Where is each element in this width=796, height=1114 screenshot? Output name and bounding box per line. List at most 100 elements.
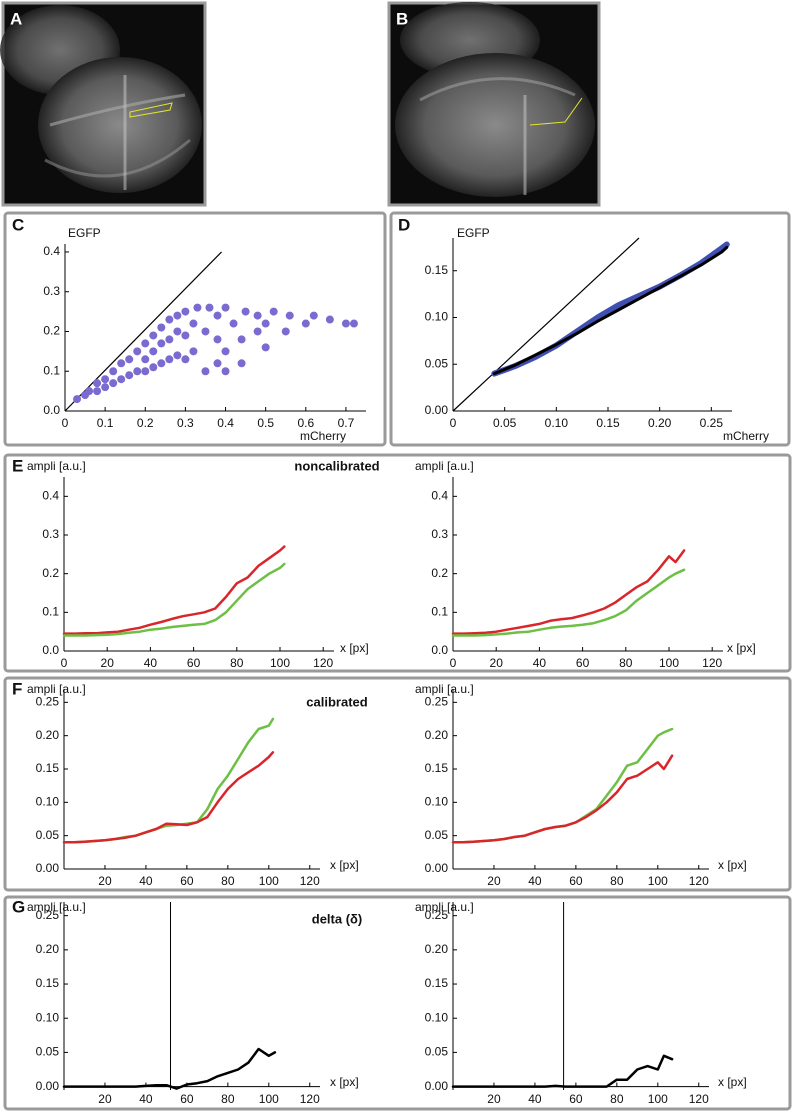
point (101, 383, 110, 392)
point (261, 319, 270, 328)
x-tick-label: 0.2 (137, 416, 154, 430)
reference-line (64, 251, 222, 412)
point (73, 395, 82, 404)
y-axis-label: ampli [a.u.] (415, 900, 474, 914)
x-tick-label: 80 (221, 1092, 235, 1106)
x-tick-label: 120 (313, 656, 333, 670)
point (253, 327, 262, 336)
x-tick-label: 100 (259, 874, 279, 888)
panel-frame (3, 895, 792, 1111)
panel-label: A (10, 9, 22, 28)
y-tick-label: 0.25 (425, 695, 449, 709)
x-tick-label: 0.3 (177, 416, 194, 430)
y-tick-label: 0.10 (425, 795, 449, 809)
point (189, 319, 198, 328)
y-tick-label: 0.0 (43, 403, 60, 417)
y-tick-label: 0.00 (425, 1079, 449, 1093)
y-tick-label: 0.10 (425, 1010, 449, 1024)
y-tick-label: 0.0 (431, 643, 448, 657)
point (149, 363, 158, 372)
x-tick-label: 0.15 (596, 416, 620, 430)
y-axis-label: ampli [a.u.] (415, 459, 474, 473)
y-tick-label: 0.3 (42, 527, 59, 541)
x-tick-label: 120 (702, 656, 722, 670)
x-tick-label: 100 (648, 1092, 668, 1106)
series-line (62, 1047, 277, 1090)
point (141, 367, 150, 376)
panel-frame (3, 676, 792, 892)
y-tick-label: 0.3 (43, 284, 60, 298)
point (117, 359, 126, 368)
point (141, 339, 150, 348)
y-tick-label: 0.05 (425, 356, 449, 370)
x-tick-label: 120 (689, 1092, 709, 1106)
y-tick-label: 0.00 (425, 403, 449, 417)
point (193, 303, 202, 312)
x-tick-label: 0.4 (217, 416, 234, 430)
point (229, 319, 238, 328)
point (173, 351, 182, 360)
y-tick-label: 0.25 (36, 695, 60, 709)
x-tick-label: 0.5 (257, 416, 274, 430)
point (253, 311, 262, 320)
x-tick-label: 120 (300, 1092, 320, 1106)
image-a: A (0, 1, 207, 207)
chart-title: calibrated (306, 694, 367, 709)
point (157, 359, 166, 368)
x-tick-label: 40 (533, 656, 547, 670)
x-tick-label: 60 (180, 874, 194, 888)
series-line (62, 751, 275, 844)
x-tick-label: 20 (98, 874, 112, 888)
x-tick-label: 0 (450, 656, 457, 670)
y-tick-label: 0.0 (42, 643, 59, 657)
point (85, 387, 94, 396)
x-axis-label: x [px] (330, 858, 359, 872)
point (261, 343, 270, 352)
series-line (492, 245, 729, 376)
series-line (451, 1054, 674, 1088)
y-tick-label: 0.15 (425, 263, 449, 277)
x-tick-label: 60 (187, 656, 201, 670)
y-tick-label: 0.05 (36, 1045, 60, 1059)
x-tick-label: 100 (648, 874, 668, 888)
point (349, 319, 358, 328)
point (201, 327, 210, 336)
y-axis-label: EGFP (457, 226, 490, 240)
x-tick-label: 100 (259, 1092, 279, 1106)
panel-label: D (398, 215, 410, 234)
point (269, 307, 278, 316)
point (181, 355, 190, 364)
x-tick-label: 80 (221, 874, 235, 888)
point (125, 355, 134, 364)
point (241, 307, 250, 316)
y-tick-label: 0.05 (425, 828, 449, 842)
point (117, 375, 126, 384)
y-tick-label: 0.4 (42, 489, 59, 503)
y-tick-label: 0.00 (36, 861, 60, 875)
x-tick-label: 100 (659, 656, 679, 670)
x-tick-label: 40 (139, 874, 153, 888)
point (149, 331, 158, 340)
x-axis-label: x [px] (718, 858, 747, 872)
y-tick-label: 0.1 (42, 605, 59, 619)
y-tick-label: 0.1 (431, 605, 448, 619)
y-tick-label: 0.4 (431, 489, 448, 503)
x-axis-label: mCherry (300, 429, 346, 443)
reference-line (452, 237, 640, 412)
y-tick-label: 0.20 (425, 942, 449, 956)
y-axis-label: EGFP (68, 226, 101, 240)
x-tick-label: 20 (487, 874, 501, 888)
point (173, 327, 182, 336)
x-tick-label: 20 (98, 1092, 112, 1106)
point (213, 359, 222, 368)
point (301, 319, 310, 328)
image-b: B (387, 1, 601, 207)
x-tick-label: 20 (487, 1092, 501, 1106)
y-tick-label: 0.20 (425, 728, 449, 742)
series-line (62, 545, 286, 635)
y-tick-label: 0.10 (425, 310, 449, 324)
x-tick-label: 0.6 (297, 416, 314, 430)
point (309, 311, 318, 320)
series-line (451, 754, 674, 844)
